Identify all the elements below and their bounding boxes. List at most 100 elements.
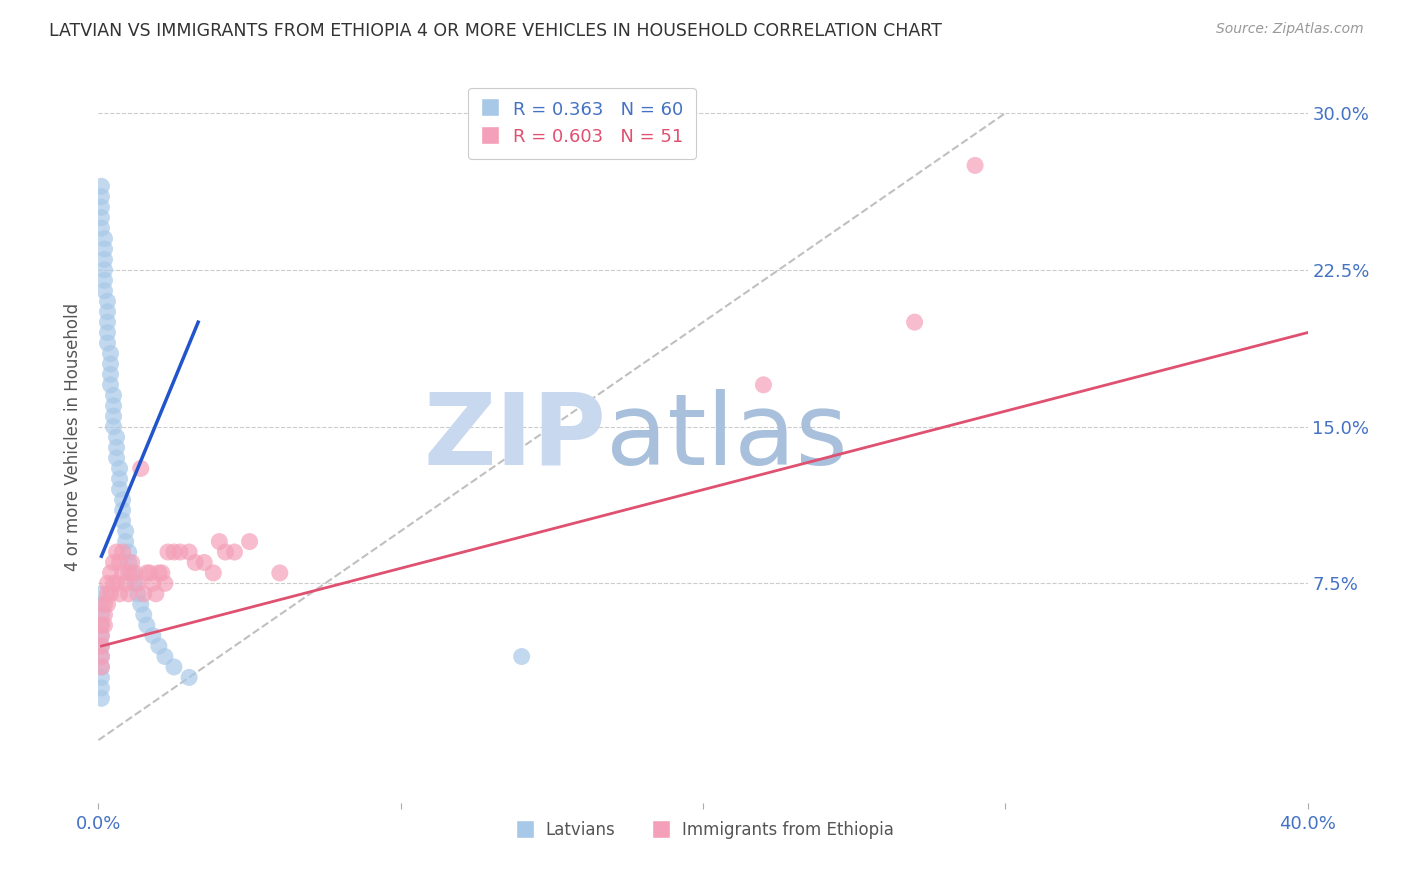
- Text: atlas: atlas: [606, 389, 848, 485]
- Point: [114, 524, 136, 538]
- Point: [90, 670, 112, 684]
- Point: [510, 649, 533, 664]
- Text: LATVIAN VS IMMIGRANTS FROM ETHIOPIA 4 OR MORE VEHICLES IN HOUSEHOLD CORRELATION : LATVIAN VS IMMIGRANTS FROM ETHIOPIA 4 OR…: [49, 22, 942, 40]
- Point: [114, 534, 136, 549]
- Point: [111, 492, 134, 507]
- Point: [90, 629, 112, 643]
- Point: [90, 211, 112, 225]
- Point: [90, 639, 112, 653]
- Point: [90, 681, 112, 695]
- Point: [105, 450, 128, 465]
- Point: [108, 472, 131, 486]
- Point: [93, 231, 115, 245]
- Point: [129, 597, 152, 611]
- Point: [96, 597, 118, 611]
- Point: [129, 461, 152, 475]
- Point: [965, 158, 987, 172]
- Point: [100, 587, 122, 601]
- Y-axis label: 4 or more Vehicles in Household: 4 or more Vehicles in Household: [65, 303, 83, 571]
- Point: [108, 587, 131, 601]
- Point: [111, 545, 134, 559]
- Point: [100, 377, 122, 392]
- Point: [103, 399, 125, 413]
- Point: [105, 441, 128, 455]
- Text: ZIP: ZIP: [423, 389, 606, 485]
- Point: [163, 660, 186, 674]
- Point: [111, 514, 134, 528]
- Point: [90, 587, 112, 601]
- Point: [179, 670, 201, 684]
- Point: [103, 409, 125, 424]
- Point: [179, 545, 201, 559]
- Point: [118, 556, 141, 570]
- Point: [132, 607, 155, 622]
- Point: [135, 566, 157, 580]
- Point: [103, 388, 125, 402]
- Point: [127, 587, 149, 601]
- Point: [105, 430, 128, 444]
- Point: [118, 566, 141, 580]
- Point: [103, 556, 125, 570]
- Point: [121, 566, 143, 580]
- Point: [90, 179, 112, 194]
- Point: [105, 576, 128, 591]
- Point: [93, 618, 115, 632]
- Point: [100, 368, 122, 382]
- Point: [156, 545, 179, 559]
- Point: [90, 629, 112, 643]
- Point: [752, 377, 775, 392]
- Point: [148, 566, 170, 580]
- Point: [96, 304, 118, 318]
- Point: [96, 294, 118, 309]
- Point: [118, 587, 141, 601]
- Point: [96, 587, 118, 601]
- Point: [103, 419, 125, 434]
- Point: [121, 556, 143, 570]
- Point: [208, 534, 231, 549]
- Point: [214, 545, 236, 559]
- Point: [124, 566, 146, 580]
- Point: [96, 315, 118, 329]
- Point: [90, 200, 112, 214]
- Point: [103, 576, 125, 591]
- Point: [118, 545, 141, 559]
- Point: [100, 357, 122, 371]
- Point: [148, 639, 170, 653]
- Point: [93, 284, 115, 298]
- Point: [145, 587, 167, 601]
- Point: [114, 576, 136, 591]
- Point: [93, 263, 115, 277]
- Point: [90, 607, 112, 622]
- Point: [202, 566, 225, 580]
- Point: [93, 607, 115, 622]
- Point: [90, 221, 112, 235]
- Point: [269, 566, 291, 580]
- Point: [142, 576, 165, 591]
- Point: [100, 566, 122, 580]
- Point: [90, 618, 112, 632]
- Point: [111, 566, 134, 580]
- Point: [93, 252, 115, 267]
- Point: [93, 242, 115, 256]
- Point: [90, 649, 112, 664]
- Point: [90, 660, 112, 674]
- Point: [139, 566, 162, 580]
- Point: [96, 336, 118, 351]
- Point: [239, 534, 262, 549]
- Point: [169, 545, 191, 559]
- Text: Source: ZipAtlas.com: Source: ZipAtlas.com: [1216, 22, 1364, 37]
- Point: [90, 660, 112, 674]
- Point: [96, 576, 118, 591]
- Point: [153, 576, 176, 591]
- Point: [108, 556, 131, 570]
- Point: [224, 545, 246, 559]
- Point: [93, 597, 115, 611]
- Point: [193, 556, 215, 570]
- Point: [90, 639, 112, 653]
- Legend: Latvians, Immigrants from Ethiopia: Latvians, Immigrants from Ethiopia: [506, 814, 900, 846]
- Point: [904, 315, 927, 329]
- Point: [90, 649, 112, 664]
- Point: [132, 587, 155, 601]
- Point: [150, 566, 173, 580]
- Point: [90, 691, 112, 706]
